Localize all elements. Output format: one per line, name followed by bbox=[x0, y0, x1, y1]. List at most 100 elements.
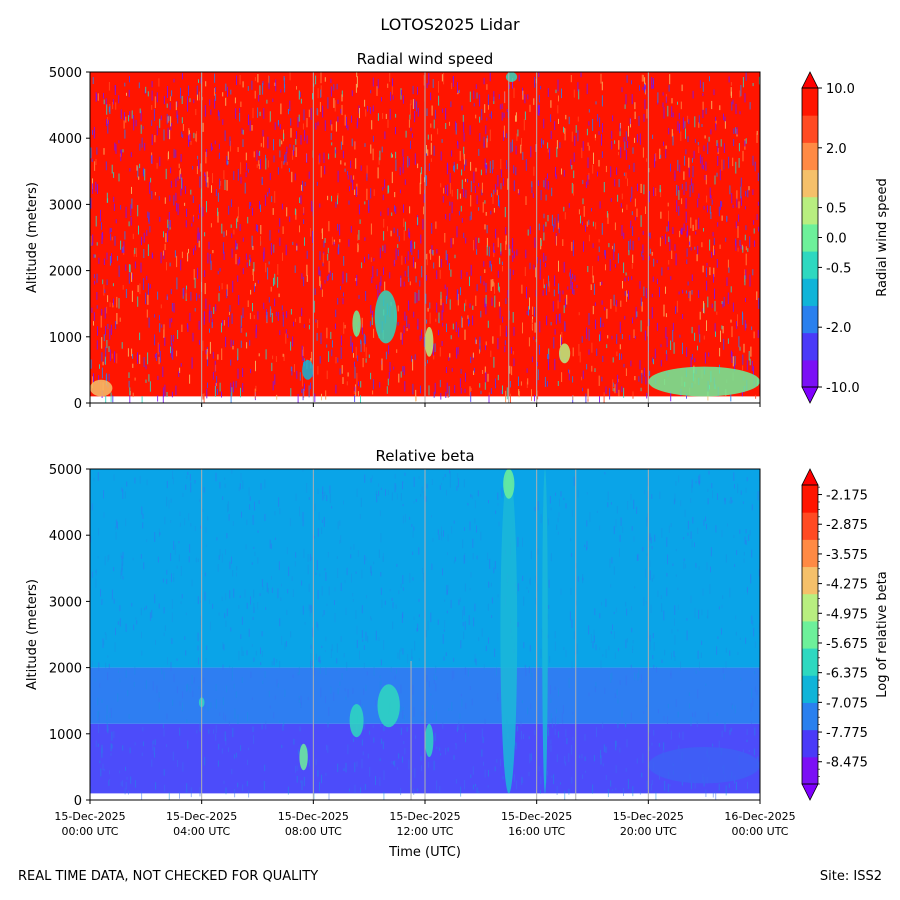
figure-title: LOTOS2025 Lidar bbox=[380, 15, 520, 34]
colorbar-segment bbox=[802, 620, 818, 649]
x-tick-label-date: 15-Dec-2025 bbox=[166, 810, 237, 823]
plot-area bbox=[90, 469, 760, 800]
top-blob bbox=[505, 72, 518, 82]
panel-1: 0 1000 2000 3000 4000 5000 Radial wind speed Al… bbox=[25, 50, 890, 412]
colorbar-segment bbox=[802, 756, 818, 785]
colorbar-segment bbox=[802, 702, 818, 731]
x-tick-label-date: 16-Dec-2025 bbox=[724, 810, 795, 823]
colorbar-tick-label: -3.575 bbox=[826, 548, 868, 563]
colorbar-segment bbox=[802, 251, 818, 279]
panel-2: 0 1000 2000 3000 4000 5000 15-Dec-2025 00:00 UT… bbox=[25, 447, 890, 860]
colorbar-segment bbox=[802, 278, 818, 306]
y-tick-label: 0 bbox=[74, 397, 82, 412]
site-label: Site: ISS2 bbox=[819, 869, 882, 884]
x-tick-label-time: 04:00 UTC bbox=[173, 825, 230, 838]
y-axis-label: Altitude (meters) bbox=[25, 579, 40, 690]
colorbar-segment bbox=[802, 169, 818, 198]
cloud-1 bbox=[374, 290, 398, 344]
colorbar-segment bbox=[802, 332, 818, 361]
colorbar: -10.0 -2.0 -0.5 0.0 0.5 2.0 10.0 Radial wind sp… bbox=[801, 71, 890, 404]
y-tick-label: 1000 bbox=[49, 728, 82, 743]
colorbar-segment bbox=[802, 485, 818, 513]
colorbar-extend-min bbox=[801, 783, 819, 801]
colorbar-tick-label: -4.275 bbox=[826, 578, 868, 593]
y-tick-label: 4000 bbox=[49, 529, 82, 544]
colorbar-tick-label: 0.0 bbox=[826, 232, 847, 247]
y-tick-label: 4000 bbox=[49, 132, 82, 147]
colorbar-tick-label: -8.475 bbox=[826, 756, 868, 771]
y-tick-label: 5000 bbox=[49, 66, 82, 81]
colorbar-segment bbox=[802, 196, 818, 225]
x-axis-label: Time (UTC) bbox=[388, 845, 461, 860]
colorbar-tick-label: -0.5 bbox=[826, 261, 851, 276]
plot-area bbox=[90, 72, 760, 403]
colorbar-extend-min bbox=[801, 386, 819, 404]
top-plume bbox=[503, 469, 515, 499]
colorbar-tick-label: -2.175 bbox=[826, 489, 868, 504]
colorbar-segment bbox=[802, 593, 818, 622]
low-altitude-mixed bbox=[648, 366, 760, 397]
colorbar-segment bbox=[802, 512, 818, 540]
x-tick-label-time: 16:00 UTC bbox=[508, 825, 565, 838]
colorbar-segment bbox=[802, 539, 818, 568]
colorbar-label: Log of relative beta bbox=[875, 571, 890, 698]
column-2 bbox=[542, 469, 548, 794]
x-tick-label-date: 15-Dec-2025 bbox=[613, 810, 684, 823]
cloud-d bbox=[425, 723, 434, 758]
colorbar-tick-label: -2.0 bbox=[826, 321, 851, 336]
colorbar-segment bbox=[802, 566, 818, 595]
low-altitude-left bbox=[90, 379, 113, 397]
colorbar-segment bbox=[802, 223, 818, 252]
x-tick-label-time: 08:00 UTC bbox=[285, 825, 342, 838]
colorbar-tick-label: -7.075 bbox=[826, 696, 868, 711]
colorbar-tick-label: -7.775 bbox=[826, 726, 868, 741]
y-tick-label: 2000 bbox=[49, 662, 82, 677]
cloud-2 bbox=[352, 310, 361, 337]
cloud-b bbox=[349, 704, 364, 738]
colorbar-segment bbox=[802, 648, 818, 676]
colorbar-tick-label: -2.875 bbox=[826, 518, 868, 533]
colorbar-extend-max bbox=[801, 71, 819, 89]
panel-title: Relative beta bbox=[375, 447, 474, 465]
cloud-4 bbox=[302, 360, 314, 380]
colorbar-label: Radial wind speed bbox=[875, 178, 890, 296]
quality-disclaimer: REAL TIME DATA, NOT CHECKED FOR QUALITY bbox=[18, 869, 319, 884]
colorbar-tick-label: -6.375 bbox=[826, 667, 868, 682]
colorbar-segment bbox=[802, 359, 818, 388]
colorbar-tick-label: -10.0 bbox=[826, 381, 860, 396]
x-tick-label-time: 20:00 UTC bbox=[620, 825, 677, 838]
y-tick-label: 3000 bbox=[49, 595, 82, 610]
y-tick-label: 2000 bbox=[49, 265, 82, 280]
colorbar-tick-label: 2.0 bbox=[826, 142, 847, 157]
x-tick-label-date: 15-Dec-2025 bbox=[278, 810, 349, 823]
colorbar-segment bbox=[802, 88, 818, 116]
x-tick-label-date: 15-Dec-2025 bbox=[501, 810, 572, 823]
y-tick-label: 0 bbox=[74, 794, 82, 809]
colorbar-tick-label: 0.5 bbox=[826, 202, 847, 217]
cloud-3 bbox=[425, 326, 434, 357]
colorbar-frame bbox=[801, 484, 819, 785]
y-tick-label: 1000 bbox=[49, 331, 82, 346]
panel-title: Radial wind speed bbox=[357, 50, 494, 68]
y-axis-label: Altitude (meters) bbox=[25, 182, 40, 293]
texture bbox=[90, 469, 760, 800]
low-lighter bbox=[648, 747, 760, 784]
colorbar-segment bbox=[802, 305, 818, 334]
x-tick-label-time: 12:00 UTC bbox=[396, 825, 453, 838]
x-tick-label-time: 00:00 UTC bbox=[731, 825, 788, 838]
y-tick-label: 3000 bbox=[49, 198, 82, 213]
colorbar-segment bbox=[802, 142, 818, 171]
noise-streaks bbox=[90, 72, 760, 403]
cloud-a bbox=[377, 684, 400, 728]
cloud-5 bbox=[559, 343, 571, 364]
colorbar-extend-max bbox=[801, 468, 819, 486]
x-tick-label-date: 15-Dec-2025 bbox=[389, 810, 460, 823]
x-tick-label-date: 15-Dec-2025 bbox=[54, 810, 125, 823]
colorbar-segment bbox=[802, 729, 818, 758]
colorbar-segment bbox=[802, 675, 818, 703]
cloud-c bbox=[299, 743, 308, 771]
column-1 bbox=[500, 469, 518, 794]
y-tick-label: 5000 bbox=[49, 463, 82, 478]
colorbar-segment bbox=[802, 115, 818, 143]
